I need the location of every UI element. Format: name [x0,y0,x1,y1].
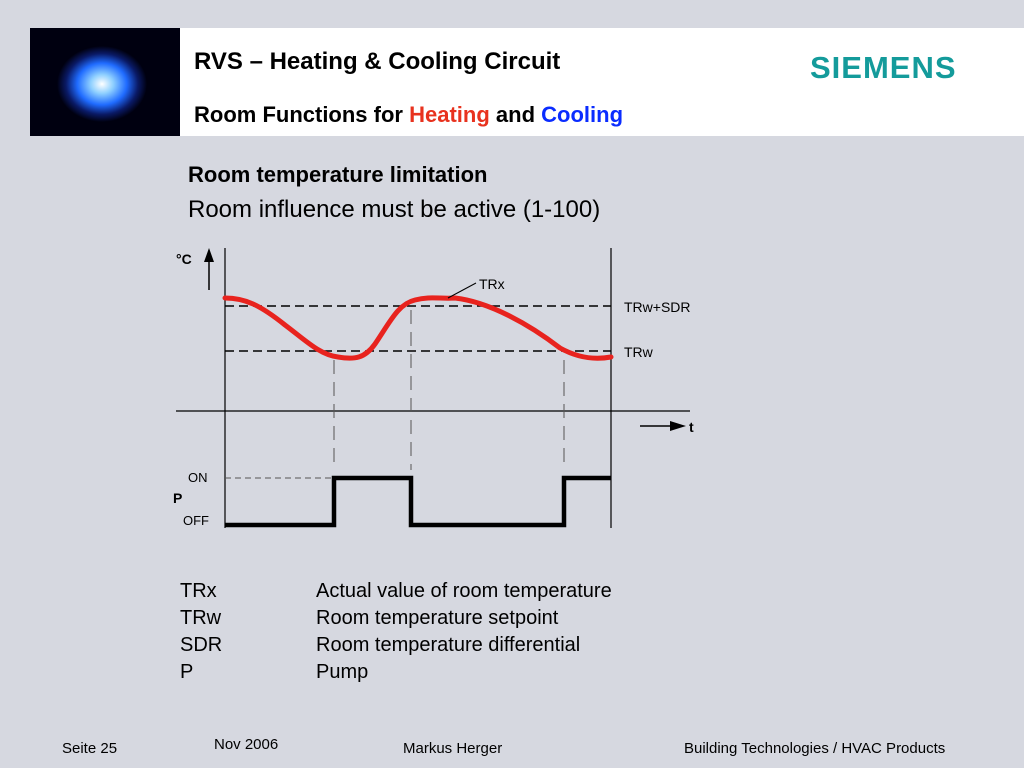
subtitle-prefix: Room Functions for [194,102,403,127]
page-number: Seite 25 [62,740,118,757]
y-axis-label: °C [176,251,192,267]
legend-desc: Room temperature differential [316,634,581,656]
subtitle-cooling: Cooling [541,102,624,127]
trx-leader-line [447,282,477,299]
trw-sdr-label: TRw+SDR [624,299,691,315]
trw-label: TRw [624,344,654,360]
siemens-logo: SIEMENS [810,50,957,85]
section-subheading: Room influence must be active (1-100) [188,196,601,223]
footer-division: Building Technologies / HVAC Products [684,740,946,757]
time-arrow-head [670,421,686,431]
trx-curve [222,295,614,361]
pump-off-label: OFF [183,513,209,528]
footer-date: Nov 2006 [214,736,279,753]
slide-header: RVS – Heating & Cooling Circuit Room Fun… [30,28,1024,136]
subtitle-and: and [495,102,536,127]
y-axis-arrow [204,248,214,262]
legend-desc: Room temperature setpoint [316,607,559,629]
legend-abbr: TRw [180,607,222,629]
x-axis-label: t [689,419,694,435]
subtitle-heating: Heating [409,102,490,127]
slide-subtitle: Room Functions for Heating and Cooling [194,102,623,128]
footer-author: Markus Herger [403,740,503,757]
pump-state-line [225,475,611,528]
abbreviation-legend: TRx Actual value of room temperature TRw… [180,580,680,688]
pump-label: P [173,490,182,506]
slide-title: RVS – Heating & Cooling Circuit [194,48,561,75]
legend-row: P Pump [180,661,680,688]
flame-photo [30,28,180,136]
legend-row: TRw Room temperature setpoint [180,607,680,634]
legend-abbr: P [180,661,194,683]
legend-desc: Pump [316,661,369,683]
section-heading: Room temperature limitation [188,162,488,187]
legend-row: TRx Actual value of room temperature [180,580,680,607]
trx-label: TRx [479,276,505,292]
legend-desc: Actual value of room temperature [316,580,612,602]
legend-abbr: TRx [180,580,217,602]
legend-abbr: SDR [180,634,223,656]
pump-on-label: ON [188,470,208,485]
legend-row: SDR Room temperature differential [180,634,680,661]
